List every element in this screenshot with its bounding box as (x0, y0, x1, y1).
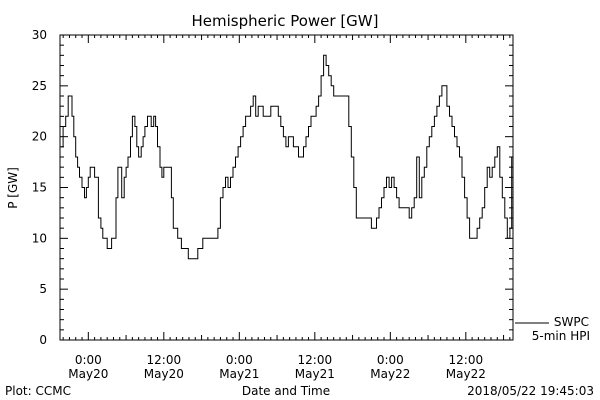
x-tick-time-label: 0:00 (75, 353, 102, 367)
footer-credit: Plot: CCMC (5, 384, 71, 398)
x-tick-date-label: May21 (295, 367, 335, 381)
legend-entry-swpc: SWPC (554, 315, 589, 329)
legend: SWPC 5-min HPI (515, 315, 590, 343)
x-tick-time-label: 0:00 (226, 353, 253, 367)
y-tick-label: 10 (32, 231, 47, 245)
legend-entry-hpi: 5-min HPI (532, 329, 590, 343)
series-line-swpc (61, 54, 513, 260)
x-axis: 0:00May2012:00May200:00May2112:00May210:… (62, 35, 511, 381)
x-tick-date-label: May20 (68, 367, 108, 381)
footer-timestamp: 2018/05/22 19:45:03 (467, 384, 594, 398)
x-tick-time-label: 12:00 (298, 353, 333, 367)
x-tick-time-label: 0:00 (377, 353, 404, 367)
y-tick-label: 15 (32, 181, 47, 195)
y-tick-label: 5 (39, 282, 47, 296)
x-tick-time-label: 12:00 (147, 353, 182, 367)
y-axis-label: P [GW] (6, 167, 20, 209)
x-tick-date-label: May21 (219, 367, 259, 381)
y-tick-label: 25 (32, 79, 47, 93)
y-tick-label: 20 (32, 130, 47, 144)
x-tick-date-label: May20 (144, 367, 184, 381)
plot-frame (59, 34, 514, 341)
chart-title: Hemispheric Power [GW] (192, 12, 379, 30)
x-tick-date-label: May22 (446, 367, 486, 381)
x-axis-label: Date and Time (242, 384, 330, 398)
x-tick-time-label: 12:00 (449, 353, 484, 367)
x-tick-date-label: May22 (370, 367, 410, 381)
y-tick-label: 30 (32, 28, 47, 42)
y-axis: 0 5 10 15 20 25 30 (32, 28, 513, 347)
y-tick-label: 0 (39, 333, 47, 347)
